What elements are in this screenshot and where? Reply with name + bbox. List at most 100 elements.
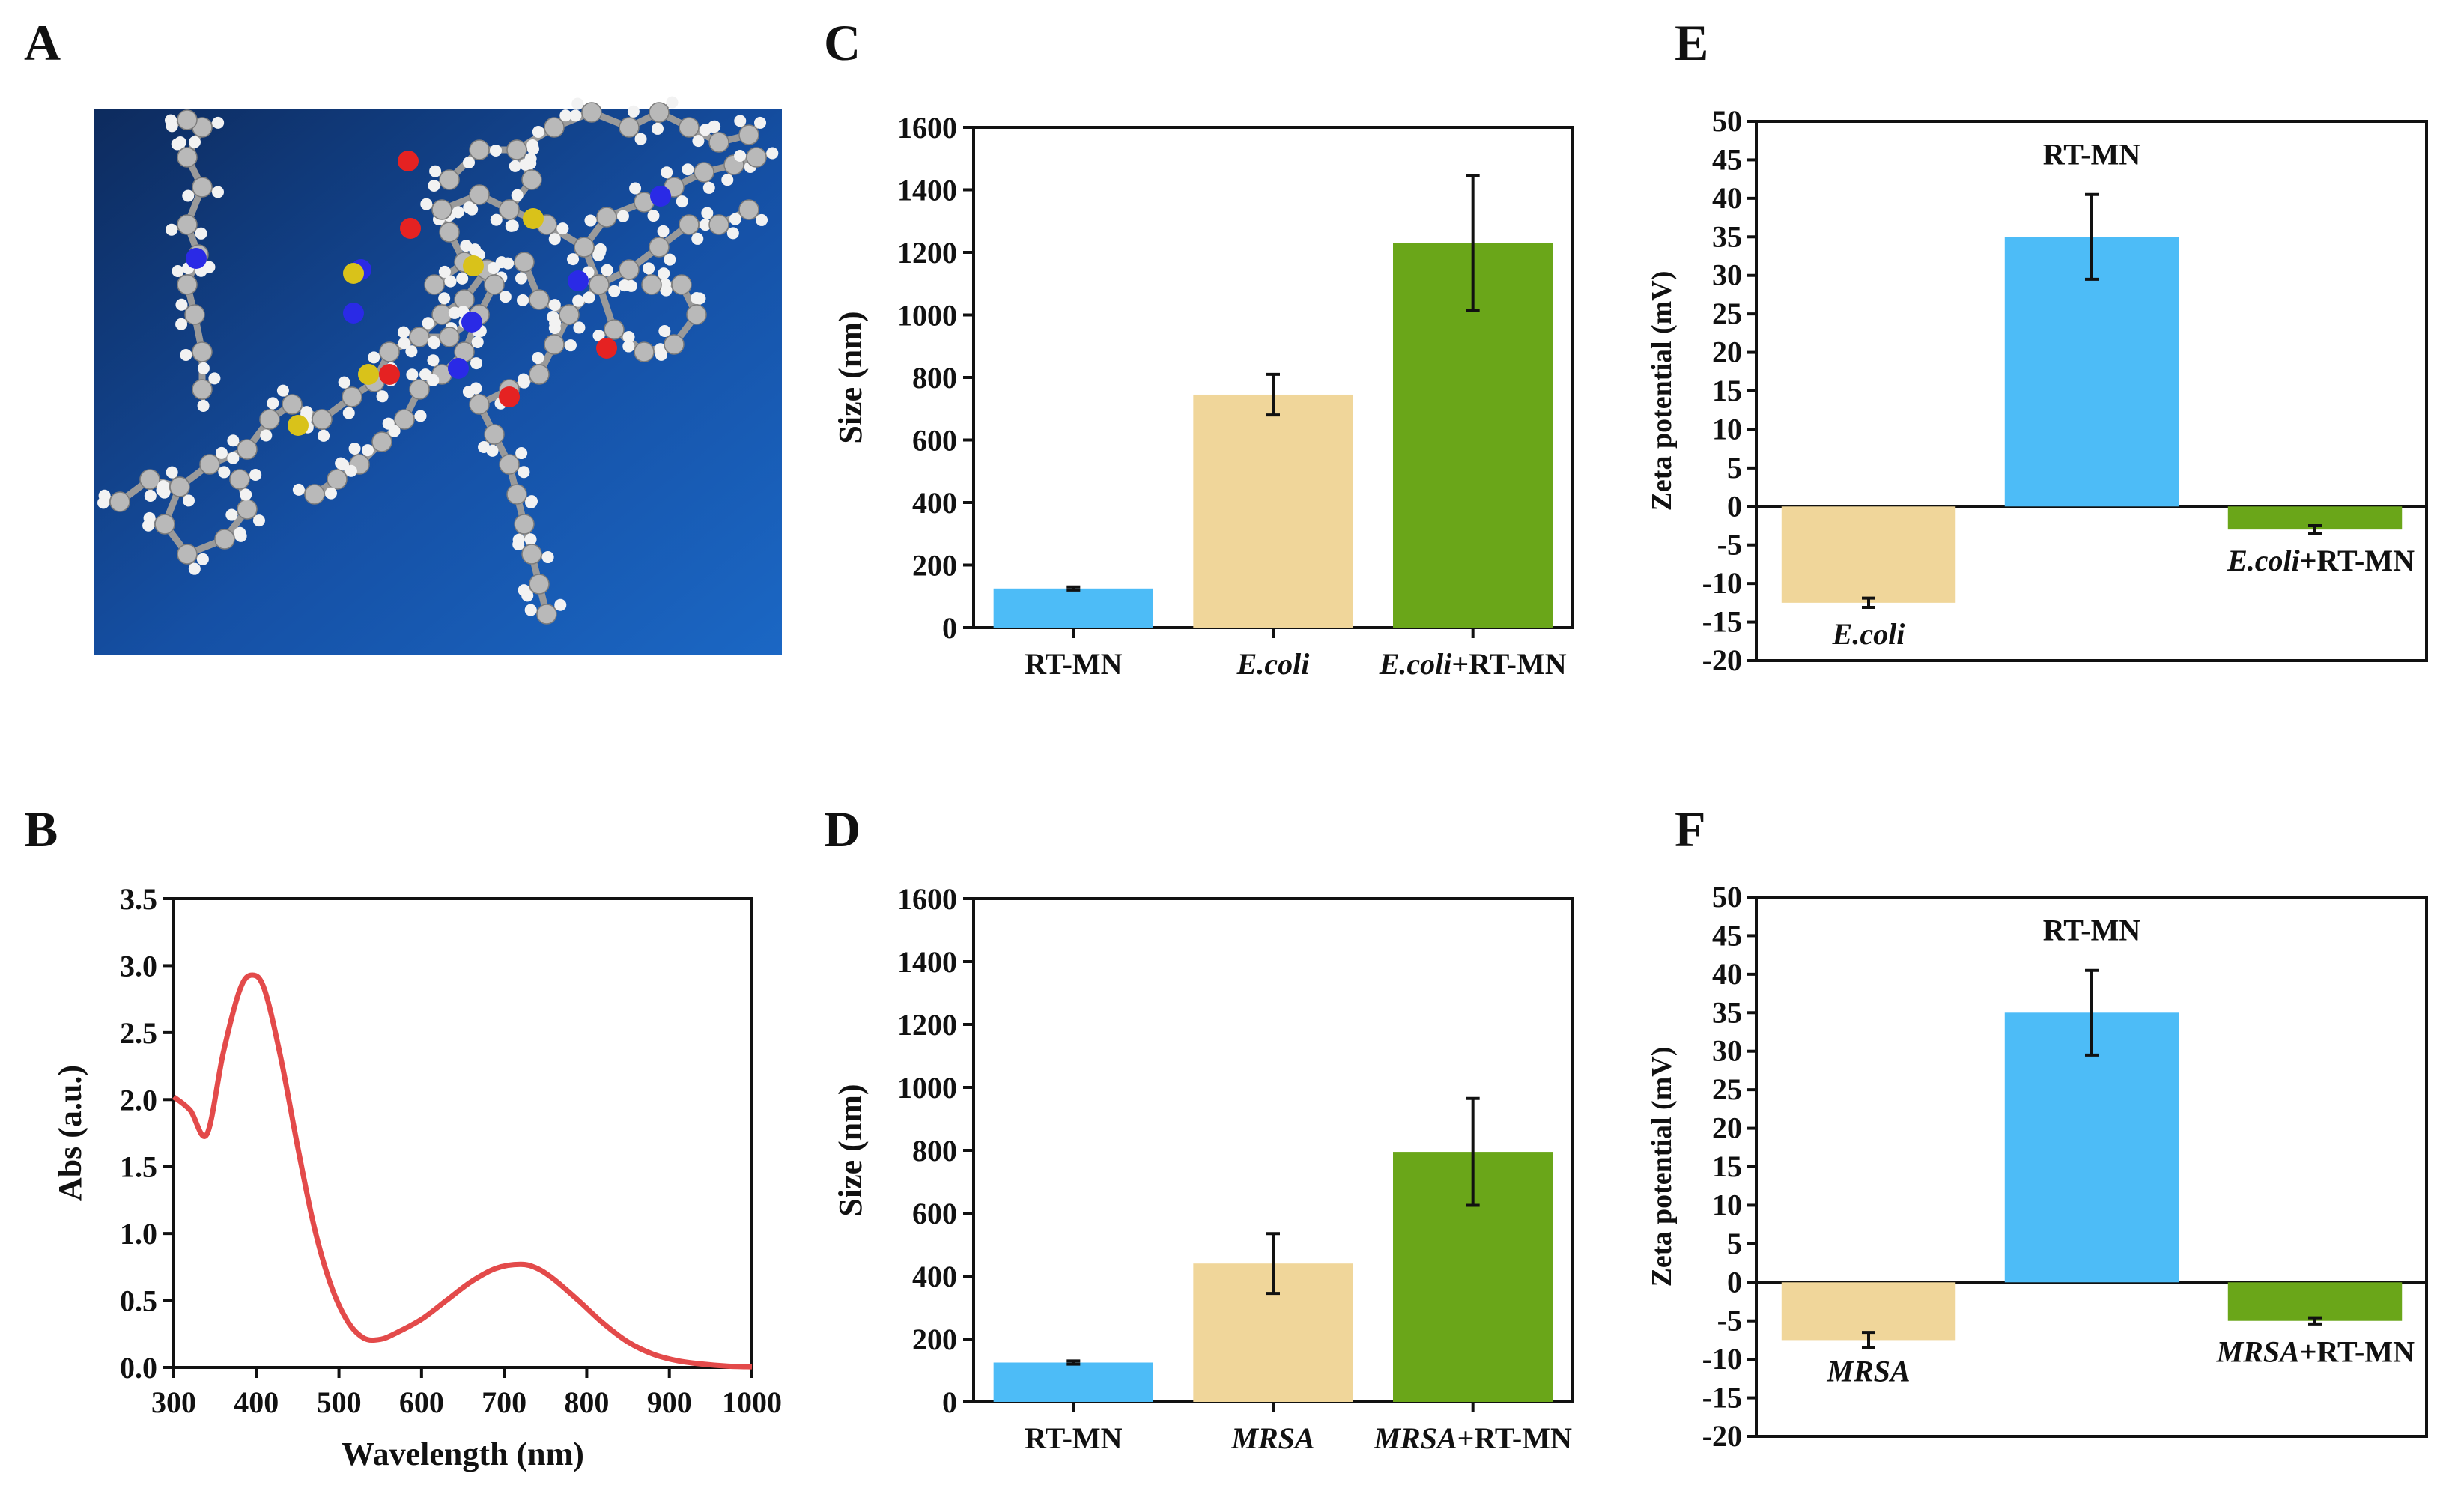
hydrogen-atom xyxy=(428,337,440,350)
size-mrsa-bar-0 xyxy=(993,1362,1153,1402)
carbon-atom xyxy=(177,544,198,565)
carbon-atom xyxy=(424,274,445,295)
hydrogen-atom xyxy=(218,466,231,479)
carbon-atom xyxy=(184,304,205,325)
carbon-atom xyxy=(746,147,767,168)
bar-category-label: RT-MN xyxy=(2043,138,2141,171)
hydrogen-atom xyxy=(397,326,410,338)
carbon-atom xyxy=(469,184,490,205)
y-tick-label: -5 xyxy=(1717,528,1742,562)
carbon-atom xyxy=(529,574,550,595)
hydrogen-atom xyxy=(511,189,524,201)
hydrogen-atom xyxy=(512,538,525,551)
hydrogen-atom xyxy=(488,262,500,275)
hydrogen-atom xyxy=(240,488,252,501)
y-tick-label: 400 xyxy=(912,486,957,520)
category-italic-part: E.coli xyxy=(1379,647,1452,681)
y-tick-label: -15 xyxy=(1702,605,1742,639)
y-axis-title: Zeta potential (mV) xyxy=(1646,271,1678,511)
hydrogen-atom xyxy=(505,219,518,232)
hydrogen-atom xyxy=(627,105,640,118)
y-tick-label: 20 xyxy=(1712,1111,1742,1145)
hydrogen-atom xyxy=(647,210,660,222)
carbon-atom xyxy=(521,169,542,190)
y-tick-label: 800 xyxy=(912,1134,957,1168)
hydrogen-atom xyxy=(462,156,475,168)
carbon-atom xyxy=(439,222,460,243)
panel-letter-c: C xyxy=(824,14,861,71)
carbon-atom xyxy=(604,319,625,340)
y-tick-label: 10 xyxy=(1712,412,1742,446)
y-axis-title: Abs (a.u.) xyxy=(52,1065,88,1201)
hydrogen-atom xyxy=(444,275,457,288)
x-tick-label: 300 xyxy=(151,1385,196,1419)
carbon-atom xyxy=(469,139,490,160)
x-tick-label: 900 xyxy=(647,1385,692,1419)
y-tick-label: 15 xyxy=(1712,1150,1742,1183)
carbon-atom xyxy=(619,259,640,280)
category-plain-part: +RT-MN xyxy=(2300,1335,2415,1369)
hydrogen-atom xyxy=(526,495,538,508)
panel-letter-d: D xyxy=(824,801,861,857)
carbon-atom xyxy=(559,304,580,325)
carbon-atom xyxy=(312,409,333,430)
hydrogen-atom xyxy=(462,386,475,398)
nitrogen-atom xyxy=(568,270,589,291)
carbon-atom xyxy=(694,162,714,183)
category-italic-part: MRSA xyxy=(1826,1354,1910,1388)
hydrogen-atom xyxy=(438,292,451,305)
carbon-atom xyxy=(506,139,527,160)
hydrogen-atom xyxy=(622,340,635,353)
hydrogen-atom xyxy=(666,96,679,109)
zeta-ecoli-bar-1 xyxy=(2004,237,2179,507)
hydrogen-atom xyxy=(260,429,273,442)
y-tick-label: 400 xyxy=(912,1260,957,1293)
y-tick-label: 1600 xyxy=(897,111,957,145)
carbon-atom xyxy=(634,341,655,362)
y-tick-label: 15 xyxy=(1712,374,1742,407)
hydrogen-atom xyxy=(658,267,670,280)
zeta-ecoli-bar-0 xyxy=(1781,506,1956,603)
hydrogen-atom xyxy=(348,442,361,455)
y-tick-label: 800 xyxy=(912,361,957,395)
hydrogen-atom xyxy=(682,163,694,176)
category-italic-part: MRSA xyxy=(2216,1335,2300,1369)
y-tick-label: 1200 xyxy=(897,236,957,270)
y-tick-label: 0.5 xyxy=(120,1284,157,1318)
hydrogen-atom xyxy=(664,253,676,266)
hydrogen-atom xyxy=(502,257,515,270)
panel-letter-a: A xyxy=(24,14,61,71)
y-tick-label: 45 xyxy=(1712,918,1742,952)
hydrogen-atom xyxy=(227,434,240,447)
absorbance-series-line xyxy=(172,972,753,1370)
hydrogen-atom xyxy=(189,136,201,148)
hydrogen-atom xyxy=(618,279,631,292)
y-tick-label: 3.5 xyxy=(120,882,157,916)
plot-frame xyxy=(172,897,753,1369)
y-tick-label: 40 xyxy=(1712,957,1742,991)
carbon-atom xyxy=(169,476,190,497)
y-tick-label: -10 xyxy=(1702,1342,1742,1376)
y-tick-label: 35 xyxy=(1712,219,1742,253)
x-tick-label: MRSA+RT-MN xyxy=(1373,1421,1572,1455)
carbon-atom xyxy=(686,304,707,325)
carbon-atom xyxy=(109,491,130,512)
y-tick-label: 200 xyxy=(912,549,957,583)
carbon-atom xyxy=(177,147,198,168)
hydrogen-atom xyxy=(157,480,170,493)
bar-category-label: MRSA+RT-MN xyxy=(2216,1335,2415,1369)
carbon-atom xyxy=(581,102,602,123)
y-tick-label: -10 xyxy=(1702,566,1742,600)
hydrogen-atom xyxy=(592,330,605,342)
y-tick-label: 25 xyxy=(1712,297,1742,330)
hydrogen-atom xyxy=(456,272,469,285)
hydrogen-atom xyxy=(345,464,357,477)
carbon-atom xyxy=(177,214,198,235)
carbon-atom xyxy=(529,364,550,385)
hydrogen-atom xyxy=(212,116,225,129)
hydrogen-atom xyxy=(196,553,209,565)
hydrogen-atom xyxy=(766,147,779,160)
hydrogen-atom xyxy=(342,407,355,419)
